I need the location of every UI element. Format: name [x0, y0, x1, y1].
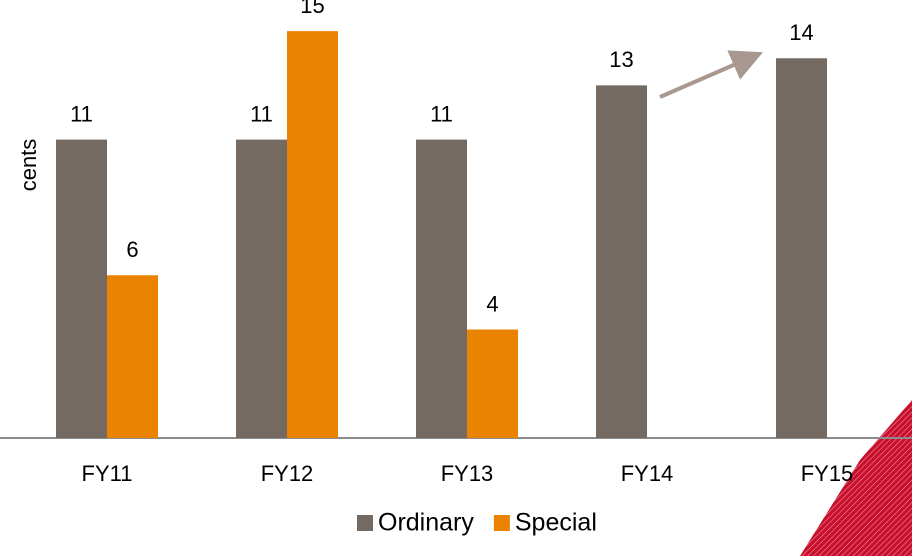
legend-swatch	[493, 515, 510, 531]
data-label: 4	[486, 291, 498, 316]
bar	[596, 85, 647, 438]
x-tick-label: FY14	[621, 461, 674, 486]
legend-label: Special	[515, 509, 597, 537]
bar	[236, 139, 287, 438]
bar	[776, 58, 827, 438]
data-label: 13	[609, 47, 633, 72]
x-tick-label: FY11	[82, 461, 133, 486]
data-label: 11	[430, 101, 453, 126]
legend-swatch	[357, 515, 373, 531]
y-axis-label: cents	[16, 139, 41, 192]
x-tick-label: FY12	[261, 461, 314, 486]
x-tick-label: FY13	[441, 461, 494, 486]
data-label: 15	[300, 0, 324, 18]
data-label: 11	[70, 101, 93, 126]
bar	[467, 329, 518, 438]
bar	[287, 31, 338, 438]
data-label: 14	[789, 20, 813, 45]
x-tick-label: FY15	[801, 461, 854, 486]
data-label: 11	[250, 101, 273, 126]
bar	[416, 139, 467, 438]
legend-label: Ordinary	[378, 509, 474, 537]
bar	[107, 275, 158, 438]
data-label: 6	[126, 237, 138, 262]
arrow	[659, 50, 764, 99]
bar	[56, 139, 107, 438]
